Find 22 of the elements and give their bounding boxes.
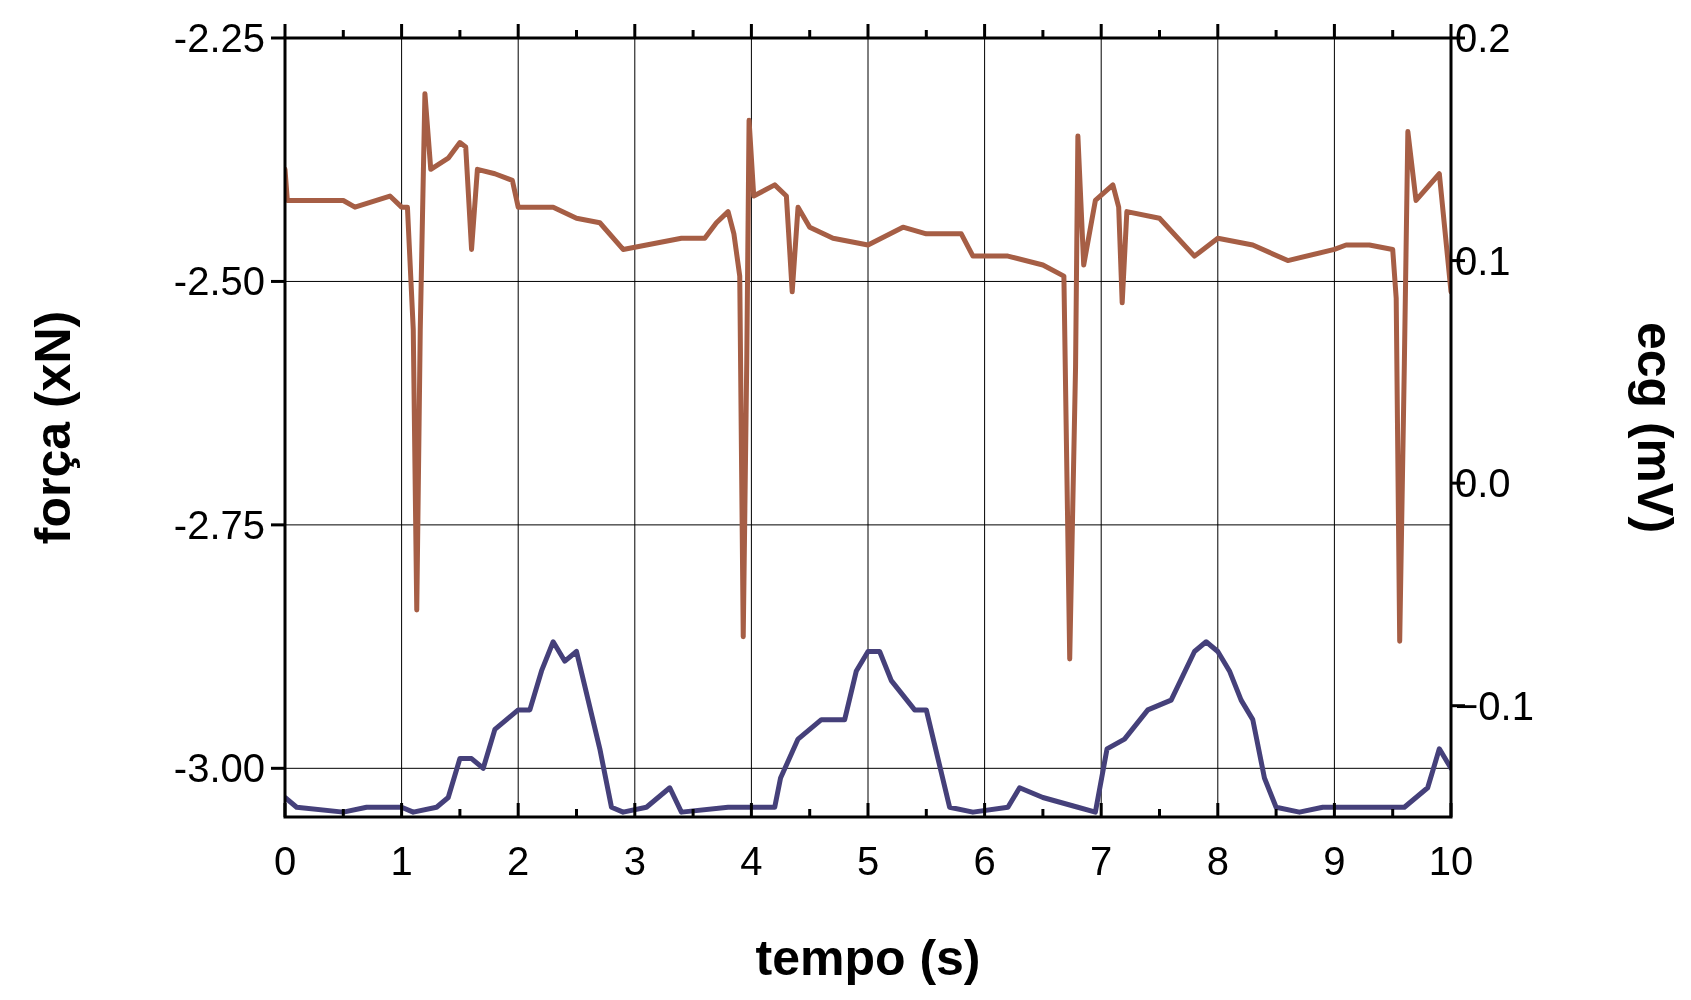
x-tick-label: 8 xyxy=(1206,839,1229,883)
x-tick-label: 7 xyxy=(1090,839,1113,883)
x-tick-label: 5 xyxy=(856,839,880,883)
x-tick-label: 1 xyxy=(390,839,413,883)
y-tick-label: -3.00 xyxy=(173,746,265,791)
y-tick-label: -2.50 xyxy=(173,259,265,304)
x-tick-label: 4 xyxy=(740,839,763,883)
x-tick-label: 3 xyxy=(623,839,646,883)
x-tick-label: 9 xyxy=(1323,839,1346,883)
x-tick-label: 0 xyxy=(273,839,297,883)
x-axis-title: tempo (s) xyxy=(755,930,981,986)
x-tick-label: 2 xyxy=(507,839,530,883)
y2-tick-label: 0.2 xyxy=(1455,16,1511,60)
y2-axis-title: ecg (mV) xyxy=(1627,321,1683,534)
y2-tick-label: −0.1 xyxy=(1455,683,1534,728)
x-tick-label: 10 xyxy=(1428,839,1474,883)
y2-tick-label: 0.0 xyxy=(1455,461,1511,506)
y-tick-label: -2.75 xyxy=(173,502,265,547)
x-tick-label: 6 xyxy=(973,839,996,883)
y-tick-label: -2.25 xyxy=(173,16,265,60)
y-axis-title: força (xN) xyxy=(25,310,81,545)
y2-tick-label: 0.1 xyxy=(1455,238,1511,283)
